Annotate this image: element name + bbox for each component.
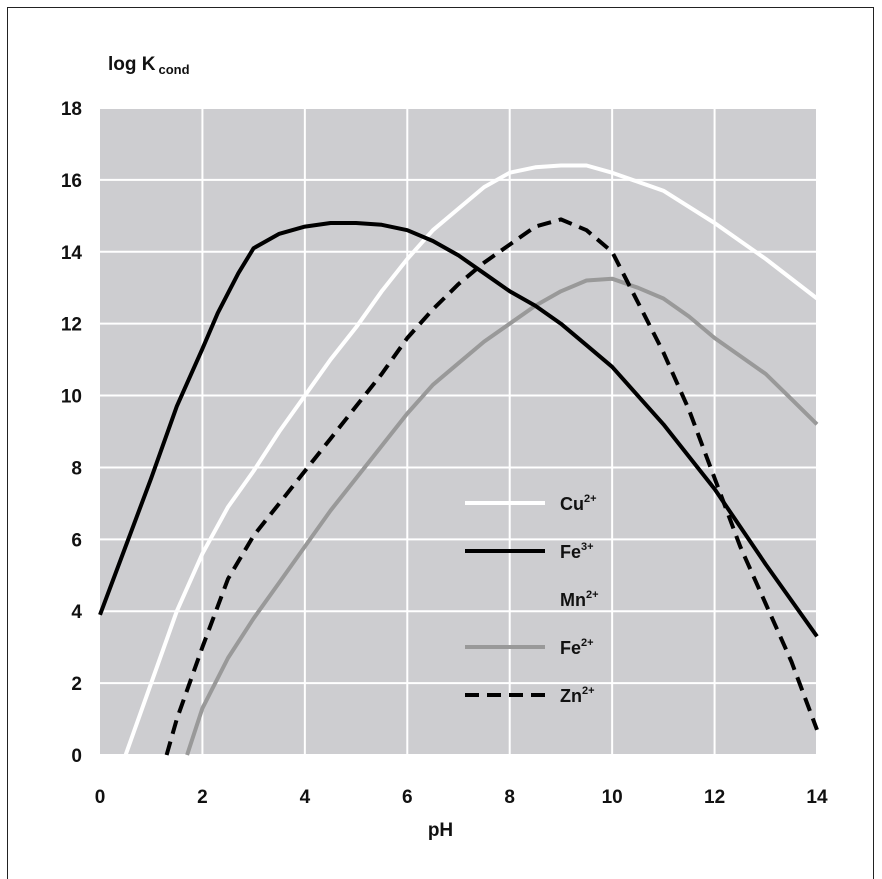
legend-label: Mn2+ (560, 589, 599, 610)
y-tick-label: 6 (71, 530, 82, 551)
legend-label: Cu2+ (560, 493, 597, 514)
x-tick-label: 6 (402, 787, 413, 808)
y-axis-label-main: log K (108, 54, 156, 75)
series-line-fe-2plus (185, 276, 819, 756)
x-tick-label: 12 (704, 787, 725, 808)
y-tick-label: 8 (71, 458, 82, 479)
y-tick-label: 2 (71, 674, 82, 695)
legend: Cu2+ Fe3+ Mn2+ Fe2+ Zn2+ (465, 493, 599, 706)
y-axis-label-sub: cond (159, 62, 190, 77)
y-tick-label: 16 (61, 171, 82, 192)
x-tick-label: 2 (197, 787, 208, 808)
y-tick-label: 12 (61, 315, 82, 336)
series-layer (98, 163, 819, 756)
y-tick-labels: 0 2 4 6 8 10 12 14 16 18 (61, 99, 83, 767)
y-tick-label: 4 (71, 602, 82, 623)
legend-label: Fe2+ (560, 637, 594, 658)
y-tick-label: 14 (61, 243, 83, 264)
x-tick-labels: 0 2 4 6 8 10 12 14 (95, 787, 828, 808)
x-tick-label: 10 (602, 787, 623, 808)
y-tick-label: 18 (61, 99, 82, 120)
x-tick-label: 8 (504, 787, 515, 808)
figure-frame (7, 7, 874, 879)
x-tick-label: 0 (95, 787, 106, 808)
legend-label: Fe3+ (560, 541, 594, 562)
y-tick-label: 10 (61, 387, 82, 408)
plot-area (100, 108, 817, 755)
series-line-fe-3plus (98, 221, 819, 638)
x-tick-label: 4 (300, 787, 311, 808)
series-line-cu-2plus (123, 163, 819, 756)
legend-label: Zn2+ (560, 685, 595, 706)
series-line-zn-2plus (164, 217, 819, 756)
x-axis-label: pH (428, 820, 453, 841)
x-tick-label: 14 (806, 787, 828, 808)
y-tick-label: 0 (71, 746, 82, 767)
